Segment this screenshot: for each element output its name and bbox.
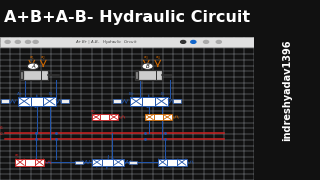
Bar [158, 159, 167, 166]
Text: B-: B- [48, 92, 53, 96]
Bar [35, 159, 44, 166]
Text: $a_6$: $a_6$ [167, 164, 173, 171]
Bar [167, 159, 177, 166]
Circle shape [28, 63, 39, 69]
Bar [113, 99, 121, 103]
Bar [92, 114, 100, 120]
Text: $c_2$: $c_2$ [103, 164, 108, 171]
Text: 4/1: 4/1 [34, 105, 40, 109]
Bar [102, 159, 113, 166]
Text: B+: B+ [128, 92, 135, 96]
Bar [177, 159, 187, 166]
Bar [0, 37, 254, 47]
Bar [100, 114, 109, 120]
Bar [135, 71, 138, 79]
Bar [173, 99, 181, 103]
Text: B-: B- [160, 92, 165, 96]
Text: $S_1$: $S_1$ [0, 124, 4, 132]
Text: $a_2$: $a_2$ [90, 108, 96, 116]
Bar [75, 161, 83, 164]
Text: $a_1$: $a_1$ [29, 55, 35, 62]
Circle shape [216, 40, 221, 43]
Bar [25, 159, 35, 166]
Text: B: B [146, 64, 149, 69]
Text: A+B+A-B- Hydraulic Circuit: A+B+A-B- Hydraulic Circuit [4, 10, 250, 25]
Bar [20, 70, 48, 80]
Circle shape [26, 40, 30, 43]
Bar [15, 159, 25, 166]
Text: $S_2$: $S_2$ [0, 130, 4, 138]
Bar [18, 97, 30, 106]
Text: 4/1: 4/1 [146, 105, 152, 109]
Bar [163, 114, 172, 120]
Bar [43, 97, 56, 106]
Circle shape [204, 40, 209, 43]
Bar [129, 161, 137, 164]
Text: A: A [31, 64, 35, 69]
Text: A+: A+ [17, 92, 23, 96]
Circle shape [191, 40, 196, 43]
Bar [20, 71, 23, 79]
Bar [1, 99, 9, 103]
Bar [154, 114, 163, 120]
Bar [92, 159, 102, 166]
Text: $c_1$: $c_1$ [93, 164, 99, 171]
Text: $a_2$: $a_2$ [40, 55, 46, 62]
Text: $a_5$: $a_5$ [14, 152, 20, 160]
Text: $a_3$: $a_3$ [143, 55, 149, 62]
Circle shape [142, 63, 153, 69]
Bar [61, 99, 69, 103]
Bar [130, 97, 142, 106]
Circle shape [33, 40, 38, 43]
Bar [142, 97, 155, 106]
Bar [109, 114, 118, 120]
Circle shape [5, 40, 10, 43]
Text: $a_4$: $a_4$ [155, 55, 161, 62]
Text: A+B+$\mid$A-B-   Hydraulic  Circuit: A+B+$\mid$A-B- Hydraulic Circuit [76, 38, 138, 46]
Text: indreshyadav1396: indreshyadav1396 [282, 39, 292, 141]
Circle shape [15, 40, 20, 43]
Bar [113, 159, 124, 166]
Bar [135, 70, 162, 80]
Bar [30, 97, 43, 106]
Bar [145, 114, 154, 120]
Circle shape [180, 40, 186, 43]
Bar [155, 97, 168, 106]
